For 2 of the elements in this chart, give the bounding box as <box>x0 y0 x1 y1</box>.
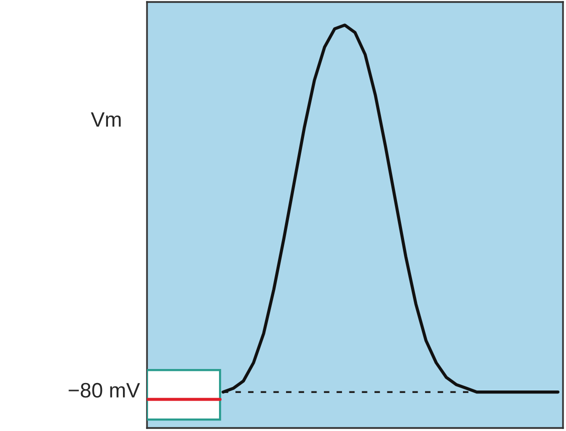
ref-line-label: −80 mV <box>68 382 140 398</box>
y-axis-title: Vm <box>90 112 121 127</box>
